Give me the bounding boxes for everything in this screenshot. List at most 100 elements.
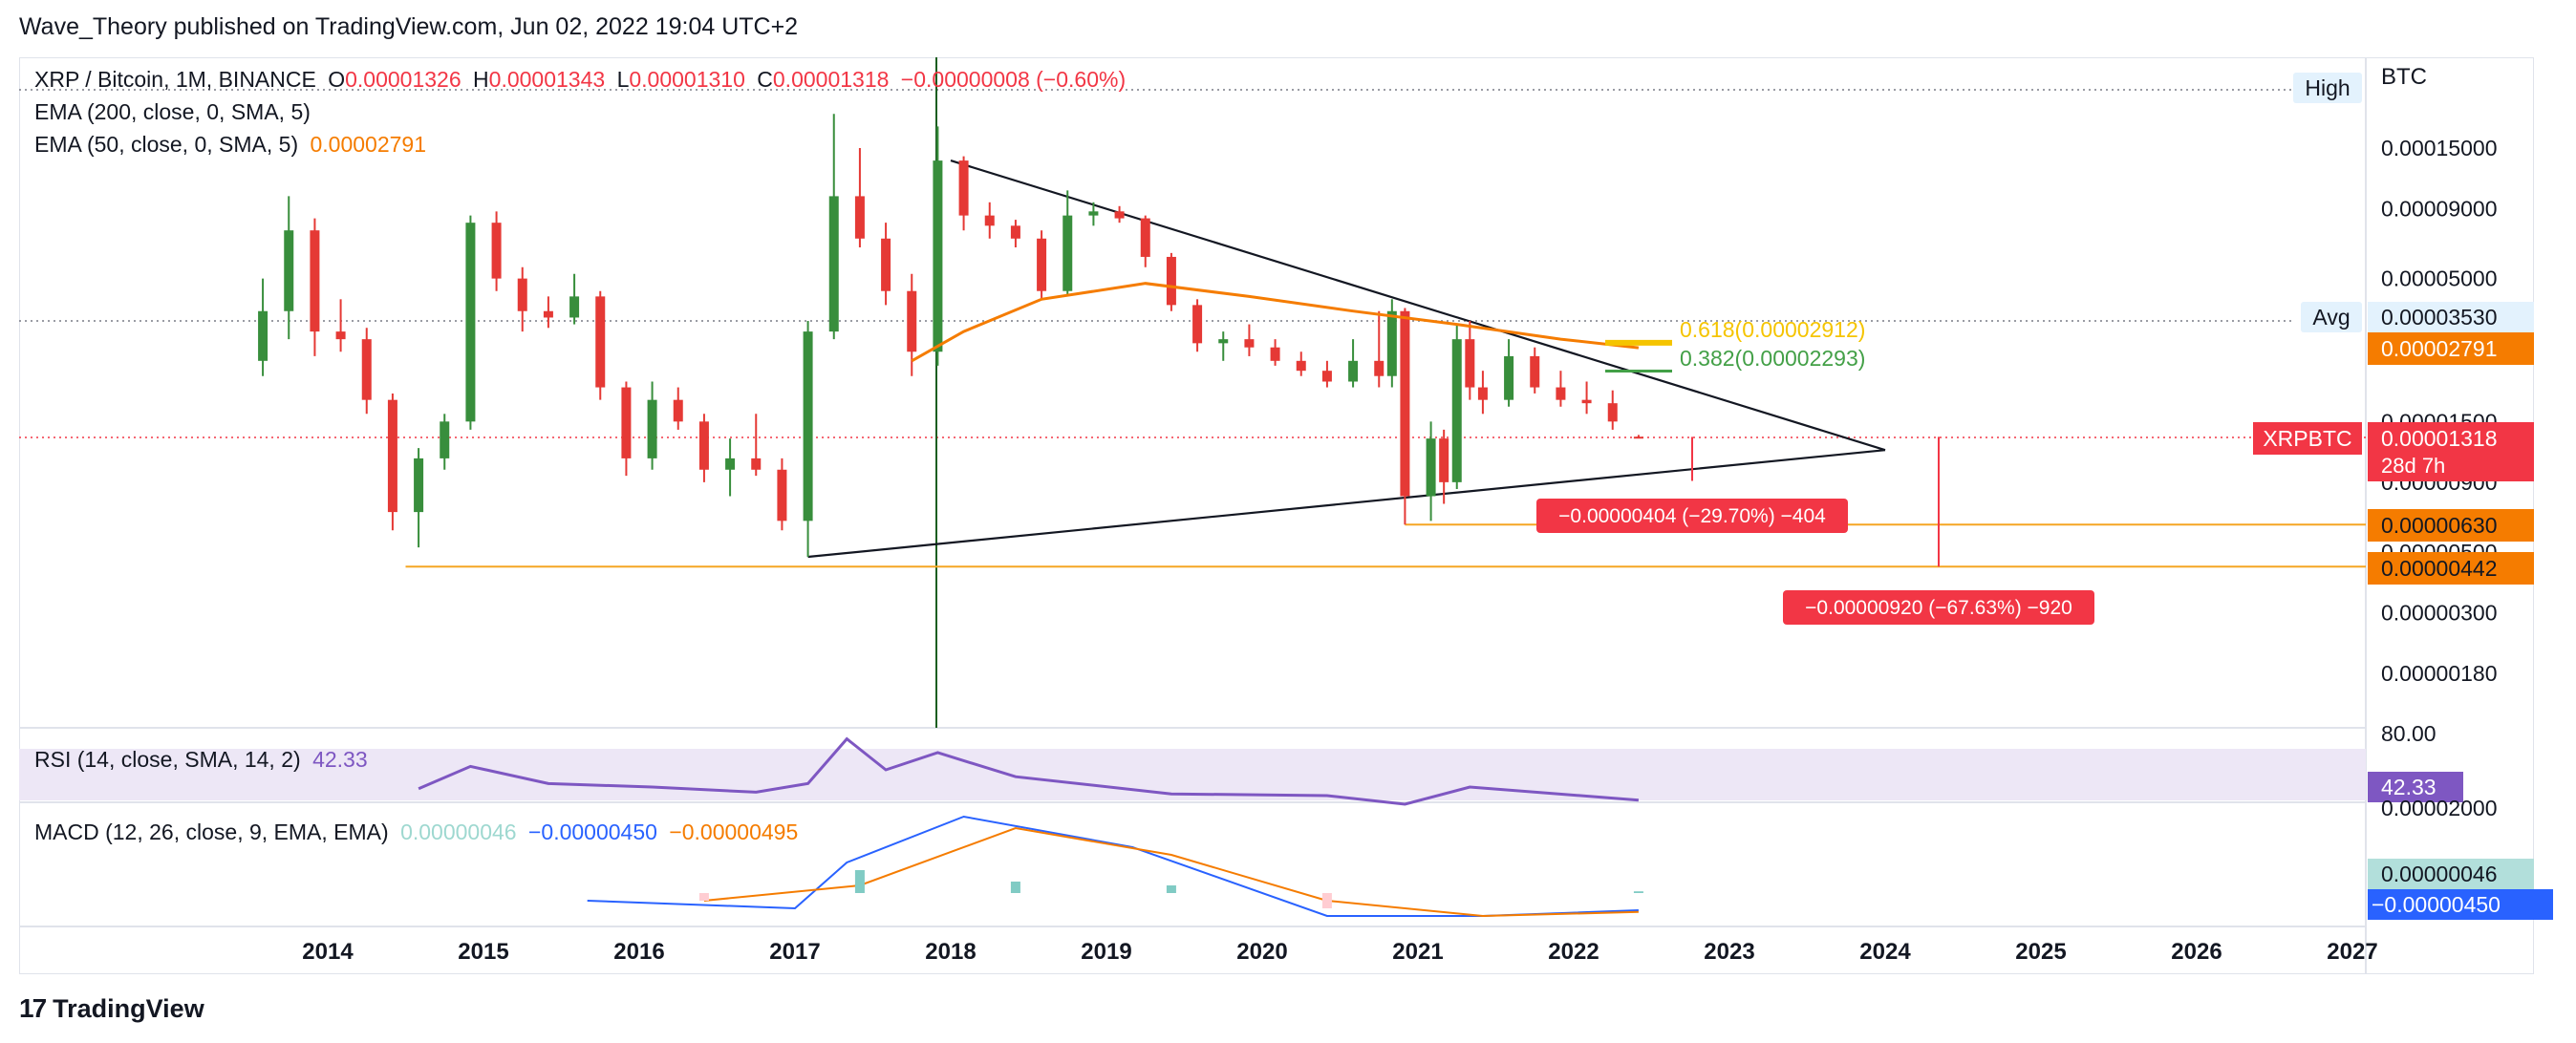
candle [984, 202, 995, 239]
candle [335, 299, 346, 352]
time-tick-label: 2018 [925, 939, 976, 965]
open-label: O [328, 67, 346, 92]
candle [387, 393, 397, 531]
candle [854, 148, 865, 247]
time-tick-label: 2022 [1548, 939, 1599, 965]
candle-body [803, 331, 813, 522]
candle [1037, 230, 1047, 300]
price-tick-label: 0.00015000 [2381, 136, 2498, 160]
candle-body [1088, 211, 1099, 216]
symbol-tag [2253, 422, 2362, 455]
measure-tools [1691, 436, 1940, 567]
trendline-2 [807, 449, 1886, 559]
macd-legend[interactable]: MACD (12, 26, close, 9, EMA, EMA) 0.0000… [34, 820, 804, 845]
high-value: 0.00001343 [488, 67, 606, 92]
time-tick-label: 2015 [458, 939, 508, 965]
tradingview-logo[interactable]: 17 TradingView [19, 993, 204, 1024]
macd-histogram-bar [1166, 885, 1176, 893]
candle-body [1504, 355, 1514, 400]
candle [698, 414, 709, 482]
candle-body [543, 310, 553, 318]
candle-body [828, 196, 839, 332]
candle [1374, 310, 1385, 388]
support-levels [405, 523, 2366, 568]
time-tick-label: 2014 [302, 939, 354, 965]
macd-hist-tag [2368, 859, 2534, 889]
candle [958, 156, 969, 231]
rsi-legend[interactable]: RSI (14, close, SMA, 14, 2) 42.33 [34, 747, 374, 773]
candle-body [1451, 339, 1462, 482]
symbol-legend[interactable]: XRP / Bitcoin, 1M, BINANCE O0.00001326 H… [34, 67, 1131, 93]
candle [1244, 324, 1255, 356]
macd-signal-line [703, 826, 1639, 918]
candle [569, 273, 580, 325]
ema50-legend[interactable]: EMA (50, close, 0, SMA, 5) 0.00002791 [34, 132, 432, 158]
candle-body [1607, 403, 1618, 422]
time-tick-label: 2019 [1081, 939, 1131, 965]
time-tick-label: 2023 [1704, 939, 1754, 965]
candle [828, 114, 839, 340]
candle [1439, 429, 1449, 504]
time-axis[interactable]: 2014 2015 2016 2017 2018 2019 2020 2021 2022 2023… [302, 939, 2377, 965]
candle-body [1386, 310, 1397, 376]
rsi-tag-value: 42.33 [2381, 775, 2436, 799]
candle [673, 387, 683, 430]
candle-body [907, 290, 917, 352]
candle-body [1374, 360, 1385, 376]
candle-body [647, 399, 657, 458]
avg-value-tag [2368, 302, 2534, 332]
candle [647, 381, 657, 470]
candle-body [387, 399, 397, 513]
candle-body [854, 196, 865, 239]
candle-body [310, 230, 320, 332]
ema50-value: 0.00002791 [310, 132, 427, 157]
candle-body [1556, 387, 1566, 400]
candle-body [1348, 360, 1359, 382]
rsi-band [19, 749, 2366, 800]
bar-countdown: 28d 7h [2381, 454, 2445, 478]
candle-body [1530, 355, 1540, 388]
time-tick-label: 2020 [1236, 939, 1287, 965]
tradingview-logo-icon: 17 [19, 993, 47, 1023]
candle-body [958, 160, 969, 216]
macd-signal-value: −0.00000495 [669, 820, 799, 844]
candle-body [1063, 215, 1073, 291]
candle-body [491, 223, 502, 279]
measure2-box [1783, 590, 2094, 625]
rsi-label: RSI (14, close, SMA, 14, 2) [34, 747, 301, 772]
macd-line [587, 815, 1639, 917]
high-tag [2293, 73, 2362, 103]
candle-body [698, 421, 709, 470]
candle-body [1114, 211, 1125, 219]
last-price-tag [2368, 422, 2534, 481]
candle-body [1218, 339, 1229, 344]
candle [595, 290, 606, 400]
price-axis[interactable]: 0.000150000.000090000.000050000.00001500… [2381, 136, 2498, 686]
fib-levels [1605, 339, 1672, 373]
price-tick-label: 0.00000180 [2381, 661, 2498, 686]
trendline-1 [950, 160, 1886, 452]
ema200-legend[interactable]: EMA (200, close, 0, SMA, 5) [34, 99, 316, 125]
candle-body [673, 399, 683, 422]
candle-body [751, 458, 762, 470]
rsi-tag [2368, 772, 2463, 802]
candle-body [1581, 399, 1592, 404]
ema50-series [911, 282, 1640, 363]
candle-body [1321, 371, 1332, 382]
time-tick-label: 2026 [2171, 939, 2222, 965]
candle-body [1140, 218, 1150, 257]
measure1-label: −0.00000404 (−29.70%) −404 [1558, 505, 1826, 527]
support1-tag [2368, 509, 2534, 542]
candle-body [933, 160, 943, 352]
candle-body [1192, 305, 1203, 344]
candle [881, 223, 891, 306]
candle-body [1166, 256, 1176, 306]
rsi-axis-top: 80.00 [2381, 721, 2436, 746]
candle [1192, 299, 1203, 352]
measure2-label: −0.00000920 (−67.63%) −920 [1805, 597, 2072, 619]
fib-618-label: 0.618(0.00002912) [1680, 317, 1865, 342]
candle [1556, 371, 1566, 407]
candle-body [1633, 436, 1643, 439]
candle [1114, 205, 1125, 224]
